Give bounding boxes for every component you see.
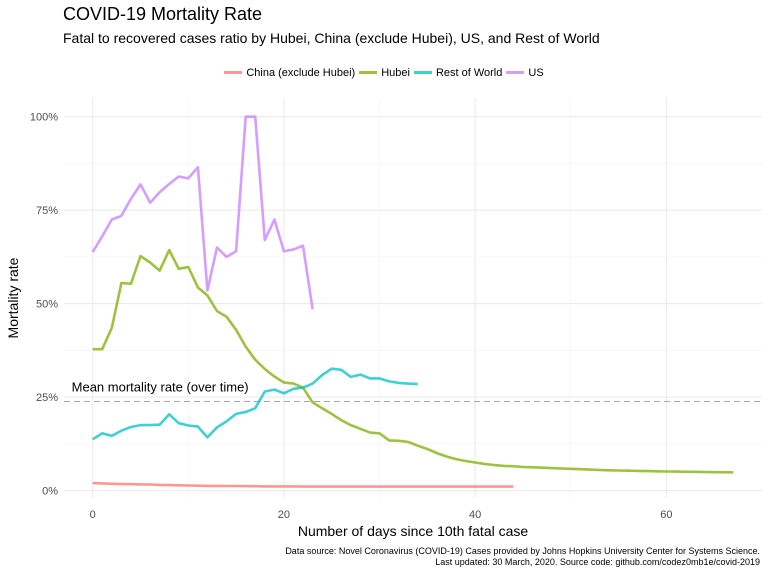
series-line-china-exclude-hubei [92, 481, 514, 488]
x-tick-label: 20 [278, 509, 290, 521]
x-tick-label: 60 [660, 509, 672, 521]
y-axis-title: Mortality rate [5, 257, 21, 338]
legend-key [413, 71, 432, 74]
grid [64, 98, 762, 498]
chart-title: COVID-19 Mortality Rate [63, 4, 263, 24]
x-tick-label: 0 [90, 509, 96, 521]
mean-line-group: Mean mortality rate (over time) [64, 380, 762, 403]
legend: China (exclude Hubei) Hubei Rest of World U… [0, 65, 768, 79]
legend-label: US [528, 66, 544, 79]
legend-item-rest-of-world: Rest of World [413, 66, 503, 79]
y-axis-ticks: 0% 25% 50% 75% 100% [30, 112, 58, 498]
legend-label: Hubei [381, 66, 410, 79]
y-tick-label: 75% [36, 205, 58, 217]
legend-label: Rest of World [435, 66, 503, 79]
x-axis-title: Number of days since 10th fatal case [298, 523, 529, 539]
legend-key [359, 71, 378, 74]
legend-key [506, 71, 525, 74]
source-note-line-1: Data source: Novel Coronavirus (COVID-19… [285, 546, 760, 556]
x-tick-label: 40 [469, 509, 481, 521]
y-tick-label: 0% [42, 486, 58, 498]
y-tick-label: 50% [36, 299, 58, 311]
series-line-rest-of-world [92, 367, 418, 441]
legend-label: China (exclude Hubei) [246, 66, 356, 79]
legend-item-us: US [506, 66, 544, 79]
series-lines [91, 115, 734, 488]
series-line-hubei [92, 248, 734, 474]
series-line-us [91, 115, 314, 310]
y-tick-label: 100% [30, 112, 58, 124]
legend-item-china-exclude-hubei: China (exclude Hubei) [224, 67, 355, 79]
legend-item-hubei: Hubei [359, 67, 410, 79]
legend-key [224, 71, 243, 74]
mean-mortality-label: Mean mortality rate (over time) [72, 380, 249, 395]
source-caption: Data source: Novel Coronavirus (COVID-19… [285, 546, 760, 568]
source-note-line-2: Last updated: 30 March, 2020. Source cod… [435, 557, 760, 567]
x-axis-ticks: 0 20 40 60 [90, 509, 673, 521]
chart-subtitle: Fatal to recovered cases ratio by Hubei,… [63, 30, 600, 46]
y-tick-label: 25% [36, 392, 58, 404]
